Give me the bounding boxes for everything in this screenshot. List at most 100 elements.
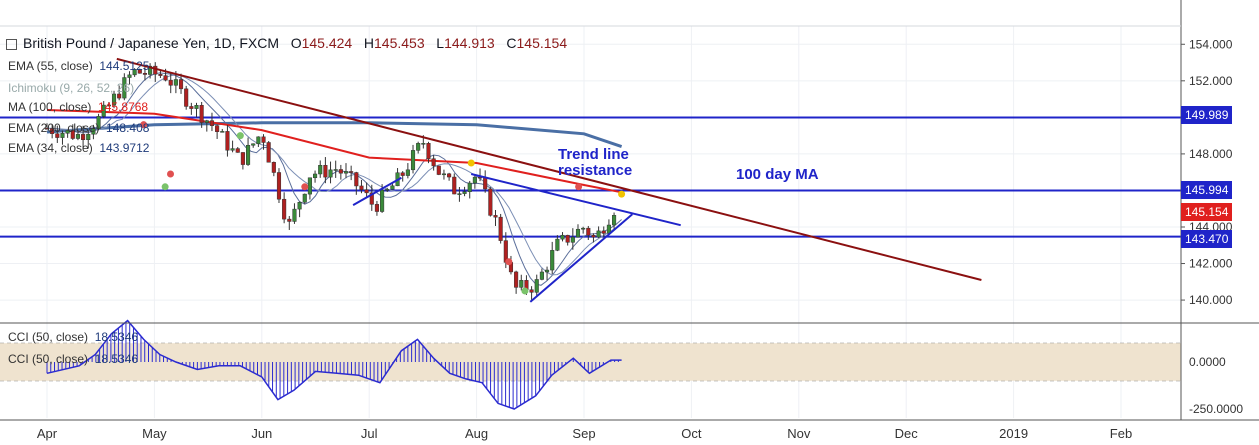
legend-label: Ichimoku (9, 26, 52, 26) [8,81,135,95]
candle-body [441,173,447,176]
x-tick-label: Jun [251,426,272,441]
x-tick-labels: Apr May Jun Jul Aug Sep Oct Nov Dec 2019 Feb [37,426,1132,441]
candle-body [307,177,312,195]
candle-body [457,193,462,195]
collapse-icon[interactable] [6,38,17,50]
candle-body [380,189,385,212]
legend-label: EMA (55, close) [8,59,93,73]
signal-dot [140,121,148,129]
ribbon-line [46,74,622,276]
candle-body [240,152,245,165]
legend-ema34[interactable]: EMA (34, close) 143.9712 [8,141,149,155]
candle-body [462,191,467,194]
candle-body [117,93,122,99]
signal-dot [236,132,244,140]
legend-ema55[interactable]: EMA (55, close) 144.5125 [8,59,149,73]
candle-body [91,128,96,135]
candle-body [70,130,75,139]
signal-dots [140,121,626,295]
y-tick-label: 140.000 [1189,293,1233,307]
l-value: 144.913 [444,35,495,51]
candle-body [343,171,349,174]
candle-body [555,238,560,251]
candle-body [364,189,369,194]
legend-label: MA (100, close) [8,100,92,114]
candle-body [168,79,173,86]
x-tick-label: Aug [465,426,488,441]
trendlines [116,57,982,303]
cci-band [0,343,1181,381]
candle-body [493,215,498,218]
candle-body [550,250,555,271]
candle-body [55,133,60,138]
candle-body [354,172,359,187]
y-tick-label: 154.000 [1189,37,1233,51]
candle-body [204,120,209,123]
price-tag-last: 145.154 [1181,203,1233,221]
l-label: L [436,35,445,51]
upper-channel-line [470,173,681,227]
candle-body [318,165,323,175]
candle-body [313,173,318,179]
cci-tick-label: 0.0000 [1189,355,1226,369]
c-label: C [506,35,517,51]
candle-body [591,234,596,238]
candle-body [132,69,137,76]
symbol-title: British Pound / Japanese Yen, 1D, FXCM [23,35,280,51]
candle-body [292,208,297,222]
legend-cci-2[interactable]: CCI (50, close) 18.5346 [8,352,138,366]
o-label: O [290,35,302,51]
legend-cci-1[interactable]: CCI (50, close) 18.5346 [8,330,138,344]
candle-body [163,75,168,81]
candle-body [127,74,132,78]
candle-body [421,143,426,145]
legend-ma100[interactable]: MA (100, close) 145.8768 [8,100,148,114]
candle-body [539,271,544,280]
cci-tick-label: -250.0000 [1189,402,1243,416]
candle-body [96,116,101,129]
signal-dot [505,258,513,266]
candle-body [302,193,307,203]
candle-body [282,198,287,220]
july-support-line [352,176,402,206]
candle-body [338,169,343,174]
ohlc-high: H145.453 [356,35,425,51]
candle-body [225,131,230,151]
ohlc-open: O145.424 [283,35,353,51]
symbol-header: British Pound / Japanese Yen, 1D, FXCM O… [6,35,567,51]
c-value: 145.154 [516,35,568,51]
ohlc-low: L144.913 [429,35,495,51]
legend-ema200[interactable]: EMA (200, close) 148.408 [8,121,149,135]
candle-body [565,234,570,243]
legend-value: 145.8768 [98,100,149,114]
legend-value: 143.9712 [99,141,150,155]
legend-label: EMA (34, close) [8,141,93,155]
candle-body [405,169,410,176]
signal-dot [467,159,475,167]
candle-body [416,143,421,151]
candle-body [467,182,472,193]
candle-body [612,215,617,226]
candle-body [514,271,519,288]
y-tick-label: 152.000 [1189,74,1233,88]
legend-ichimoku[interactable]: Ichimoku (9, 26, 52, 26) [8,81,134,95]
candle-body [349,171,354,173]
candle-body [209,120,215,126]
signal-dot [301,183,309,191]
candle-body [106,104,111,107]
cci-tick-labels: 0.0000 -250.0000 [1189,355,1243,416]
candle-body [44,128,50,130]
candle-body [560,234,565,240]
candle-body [328,169,333,178]
candle-body [586,227,591,236]
candle-body [142,73,147,75]
y-tick-label: 148.000 [1189,147,1233,161]
candle-body [426,143,431,159]
candle-body [534,279,539,293]
candle-body [184,88,189,107]
candle-body [256,136,261,145]
h-label: H [363,35,375,51]
candle-body [266,142,271,163]
candle-body [385,189,390,191]
